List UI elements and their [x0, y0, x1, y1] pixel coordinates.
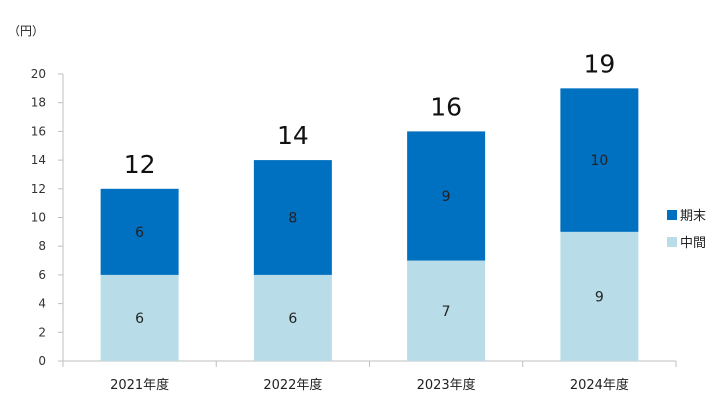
segment-value-label: 9 — [442, 189, 451, 205]
bar-segment-chukan — [100, 274, 179, 361]
x-tick-label: 2022年度 — [263, 377, 322, 393]
y-tick-label: 4 — [38, 297, 46, 311]
segment-value-label: 6 — [135, 311, 144, 327]
bar-segment-kimatsu — [253, 160, 332, 275]
legend-label: 期末 — [680, 209, 706, 224]
segment-value-label: 9 — [595, 289, 604, 305]
bar-total-label: 14 — [277, 121, 309, 150]
segment-value-label: 7 — [442, 304, 451, 320]
bar-segment-chukan — [407, 260, 486, 361]
bar-segment-kimatsu — [560, 88, 639, 232]
x-tick-label: 2024年度 — [570, 377, 629, 393]
y-tick-label: 16 — [31, 124, 46, 138]
bar-total-label: 16 — [430, 92, 462, 121]
legend-swatch — [667, 237, 677, 247]
y-tick-label: 6 — [38, 268, 46, 282]
y-tick-label: 12 — [31, 182, 46, 196]
x-tick-label: 2023年度 — [417, 377, 476, 393]
segment-value-label: 6 — [288, 311, 297, 327]
legend-swatch — [667, 210, 677, 220]
bar-total-label: 12 — [124, 150, 156, 179]
bar-total-label: 19 — [583, 49, 615, 78]
bar-segment-chukan — [560, 231, 639, 361]
segment-value-label: 6 — [135, 225, 144, 241]
y-tick-label: 18 — [31, 96, 46, 110]
y-tick-label: 0 — [38, 354, 46, 368]
y-tick-label: 2 — [38, 325, 46, 339]
y-tick-label: 10 — [31, 211, 46, 225]
y-unit-label: （円） — [8, 24, 45, 38]
x-tick-label: 2021年度 — [110, 377, 169, 393]
y-tick-label: 20 — [31, 67, 46, 81]
segment-value-label: 10 — [590, 153, 608, 169]
bar-segment-kimatsu — [100, 188, 179, 275]
y-tick-label: 8 — [38, 239, 46, 253]
bar-segment-kimatsu — [407, 131, 486, 261]
y-tick-label: 14 — [31, 153, 46, 167]
bar-segment-chukan — [253, 274, 332, 361]
segment-value-label: 8 — [288, 211, 297, 227]
legend-label: 中間 — [680, 236, 706, 251]
